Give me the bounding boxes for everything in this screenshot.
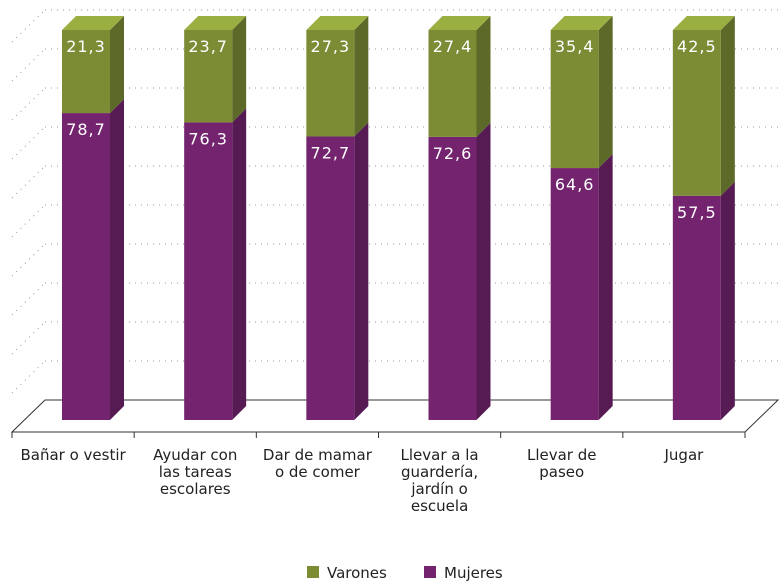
x-tick-label: Jugar	[664, 446, 705, 464]
label-line: escuela	[411, 497, 468, 515]
grid-line-side	[11, 204, 46, 238]
label-line: Jugar	[664, 446, 705, 464]
bar-side	[232, 108, 247, 421]
value-label: 27,3	[311, 37, 351, 56]
bar-side	[476, 122, 491, 421]
bar-side	[110, 16, 124, 114]
value-label: 78,7	[66, 120, 106, 139]
bar-side	[598, 16, 613, 169]
x-tick-label: Dar de mamar o de comer	[263, 446, 373, 481]
bar-top	[62, 16, 124, 30]
grid-line-side	[11, 360, 46, 394]
bar-side	[110, 99, 124, 420]
label-line: paseo	[539, 463, 584, 481]
grid-line-side	[11, 87, 46, 121]
bar-side	[232, 16, 247, 123]
grid-line-side	[11, 165, 46, 199]
legend-label: Mujeres	[444, 564, 503, 582]
bar	[62, 113, 110, 420]
bar	[428, 136, 477, 421]
x-tick-label: Llevar de paseo	[527, 446, 597, 481]
bar	[672, 195, 721, 420]
grid-line-side	[11, 321, 46, 355]
label-line: o de comer	[275, 463, 361, 481]
bar	[184, 30, 233, 123]
grid-line-side	[11, 48, 46, 82]
bar	[428, 30, 477, 137]
bar-side	[354, 16, 369, 137]
x-tick-label: Bañar o vestir	[20, 446, 126, 464]
label-line: guardería,	[401, 463, 478, 481]
bar-top	[184, 16, 247, 30]
value-label: 27,4	[433, 37, 473, 56]
value-label: 57,5	[677, 203, 717, 222]
value-label: 72,6	[433, 144, 473, 163]
legend-swatch	[424, 566, 436, 578]
floor	[10, 399, 779, 433]
bar	[306, 136, 355, 420]
bar-side	[476, 16, 491, 137]
bar-side	[354, 122, 369, 420]
label-line: Bañar o vestir	[20, 446, 126, 464]
label-line: Llevar a la	[401, 446, 479, 464]
value-label: 76,3	[188, 129, 228, 148]
grid-line-side	[11, 126, 46, 160]
grid-line-side	[11, 243, 46, 277]
label-line: Ayudar con	[153, 446, 237, 464]
grid	[11, 9, 778, 433]
bar	[184, 122, 233, 421]
label-line: escolares	[160, 480, 231, 498]
label-line: Llevar de	[527, 446, 597, 464]
label-line: jardín o	[410, 480, 467, 498]
value-label: 35,4	[555, 37, 595, 56]
bar	[550, 168, 599, 420]
bar	[672, 30, 721, 196]
bar-top	[428, 16, 491, 30]
value-label: 64,6	[555, 175, 595, 194]
label-line: las tareas	[159, 463, 232, 481]
grid-line-side	[11, 9, 46, 43]
bar-top	[550, 16, 613, 30]
bar	[306, 30, 355, 137]
value-label: 21,3	[66, 37, 106, 56]
legend-swatch	[307, 566, 319, 578]
bar-side	[720, 16, 735, 196]
label-line: Dar de mamar	[263, 446, 373, 464]
bar-side	[598, 154, 613, 420]
x-tick-label: Ayudar con las tareas escolares	[153, 446, 237, 498]
bar-side	[720, 181, 735, 420]
bar	[62, 30, 110, 114]
bar-top	[306, 16, 369, 30]
x-tick-label: Llevar a la guardería, jardín o escuela	[401, 446, 479, 515]
grid-line-side	[11, 282, 46, 316]
legend-label: Varones	[327, 564, 387, 582]
bar-top	[672, 16, 735, 30]
value-label: 23,7	[188, 37, 228, 56]
bars: 78,7 21,3 76,3 23,7 72,7 27,3 72,6 27,4 64,6 35,4…	[62, 16, 735, 421]
value-label: 42,5	[677, 37, 717, 56]
value-label: 72,7	[311, 143, 351, 162]
bar	[550, 30, 599, 169]
